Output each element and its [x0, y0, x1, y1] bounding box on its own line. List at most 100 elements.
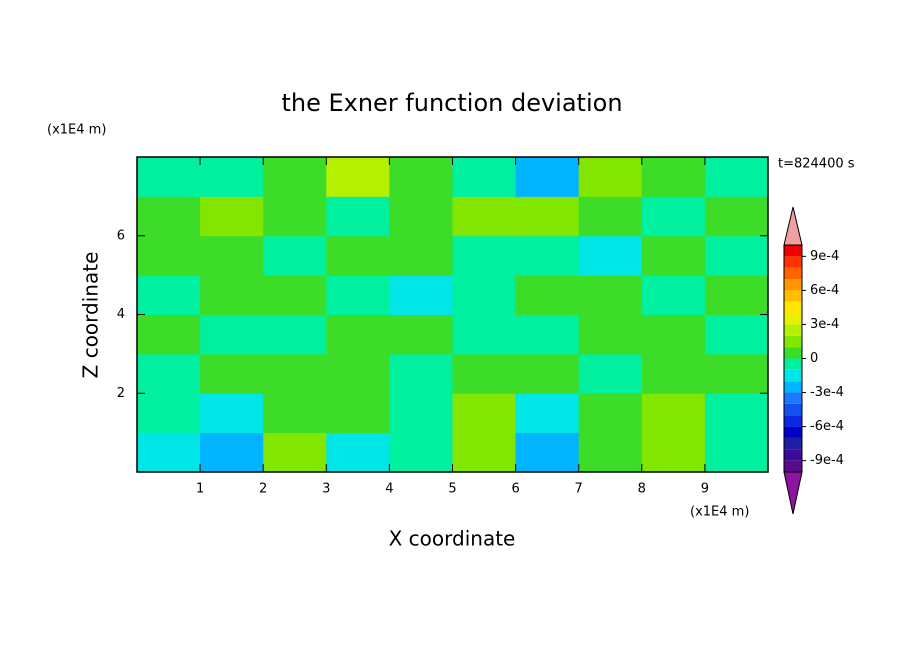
- contour-cell: [389, 275, 453, 315]
- x-tick-label: 5: [448, 482, 456, 497]
- contour-cell: [326, 432, 390, 473]
- x-axis-label: X coordinate: [389, 527, 516, 551]
- contour-cell: [326, 353, 390, 394]
- colorbar-box: [784, 369, 802, 382]
- contour-cell: [704, 314, 769, 355]
- contour-cell: [452, 275, 517, 315]
- contour-cell: [263, 393, 327, 434]
- colorbar-tick-label: 6e-4: [810, 283, 839, 298]
- contour-cell: [515, 275, 580, 315]
- contour-cell: [200, 196, 264, 237]
- contour-cell: [200, 353, 264, 394]
- contour-cell: [389, 432, 453, 473]
- contour-cell: [515, 196, 580, 237]
- contour-cell: [326, 314, 390, 355]
- contour-cell: [578, 196, 643, 237]
- x-tick-label: 2: [259, 482, 267, 497]
- contour-cell: [578, 353, 643, 394]
- colorbar-box: [784, 279, 802, 291]
- contour-cell: [578, 157, 643, 197]
- colorbar-box: [784, 256, 802, 268]
- contour-cell: [389, 235, 453, 276]
- colorbar-box: [784, 324, 802, 336]
- contour-cell: [515, 353, 580, 394]
- x-tick-label: 4: [385, 482, 393, 497]
- contour-cell: [578, 275, 643, 315]
- x-tick-label: 9: [701, 482, 709, 497]
- contour-cell: [515, 393, 580, 434]
- contour-cell: [326, 393, 390, 434]
- contour-cell: [137, 353, 201, 394]
- x-tick-label: 3: [322, 482, 330, 497]
- contour-cell: [326, 157, 390, 197]
- contour-cell: [704, 353, 769, 394]
- contour-cell: [578, 432, 643, 473]
- annotation: t=824400 s: [778, 157, 855, 172]
- colorbar-box: [784, 415, 802, 427]
- contour-cell: [200, 157, 264, 197]
- contour-cell: [263, 235, 327, 276]
- contour-cell: [641, 353, 706, 394]
- contour-cell: [137, 314, 201, 355]
- contour-cell: [200, 235, 264, 276]
- contour-cell: [641, 432, 706, 473]
- contour-cell: [704, 235, 769, 276]
- colorbar-box: [784, 449, 802, 461]
- contour-cell: [200, 393, 264, 434]
- contour-cell: [704, 196, 769, 237]
- y-tick-label: 4: [117, 307, 125, 322]
- colorbar-box: [784, 426, 802, 438]
- contour-cell: [515, 157, 580, 197]
- contour-cell: [515, 235, 580, 276]
- chart-title: the Exner function deviation: [281, 89, 622, 117]
- colorbar-box: [784, 392, 802, 404]
- x-tick-label: 1: [196, 482, 204, 497]
- contour-cell: [452, 157, 517, 197]
- contour-cell: [137, 432, 201, 473]
- colorbar-tick-label: -6e-4: [810, 419, 844, 434]
- contour-cell: [263, 353, 327, 394]
- contour-cell: [515, 314, 580, 355]
- colorbar-box: [784, 290, 802, 302]
- contour-cell: [578, 393, 643, 434]
- y-axis-label: Z coordinate: [79, 252, 103, 379]
- x-unit: (x1E4 m): [690, 505, 749, 520]
- contour-cell: [452, 235, 517, 276]
- colorbar-tick-label: 3e-4: [810, 317, 839, 332]
- contour-cell: [452, 196, 517, 237]
- contour-cell: [137, 196, 201, 237]
- contour-cell: [389, 393, 453, 434]
- contour-cell: [389, 353, 453, 394]
- x-tick-label: 6: [511, 482, 519, 497]
- contour-cell: [263, 196, 327, 237]
- contour-cell: [200, 314, 264, 355]
- colorbar-box: [784, 347, 802, 359]
- contour-cell: [704, 157, 769, 197]
- contour-cell: [641, 314, 706, 355]
- colorbar-box: [784, 301, 802, 314]
- contour-cell: [137, 157, 201, 197]
- contour-cell: [641, 157, 706, 197]
- x-tick-label: 7: [575, 482, 583, 497]
- contour-cell: [704, 275, 769, 315]
- y-unit: (x1E4 m): [47, 123, 106, 138]
- contour-cell: [200, 275, 264, 315]
- contour-cell: [704, 432, 769, 473]
- contour-cell: [326, 235, 390, 276]
- colorbar-box: [784, 267, 802, 280]
- contour-cell: [641, 393, 706, 434]
- contour-cell: [263, 157, 327, 197]
- contour-cell: [641, 275, 706, 315]
- contour-cell: [200, 432, 264, 473]
- colorbar-box: [784, 460, 802, 472]
- contour-cell: [263, 432, 327, 473]
- contour-cell: [578, 314, 643, 355]
- contour-cell: [515, 432, 580, 473]
- colorbar-box: [784, 381, 802, 393]
- colorbar-box: [784, 358, 802, 370]
- colorbar-box: [784, 437, 802, 450]
- contour-cell: [263, 314, 327, 355]
- contour-cell: [389, 196, 453, 237]
- y-tick-label: 2: [117, 386, 125, 401]
- x-tick-label: 8: [638, 482, 646, 497]
